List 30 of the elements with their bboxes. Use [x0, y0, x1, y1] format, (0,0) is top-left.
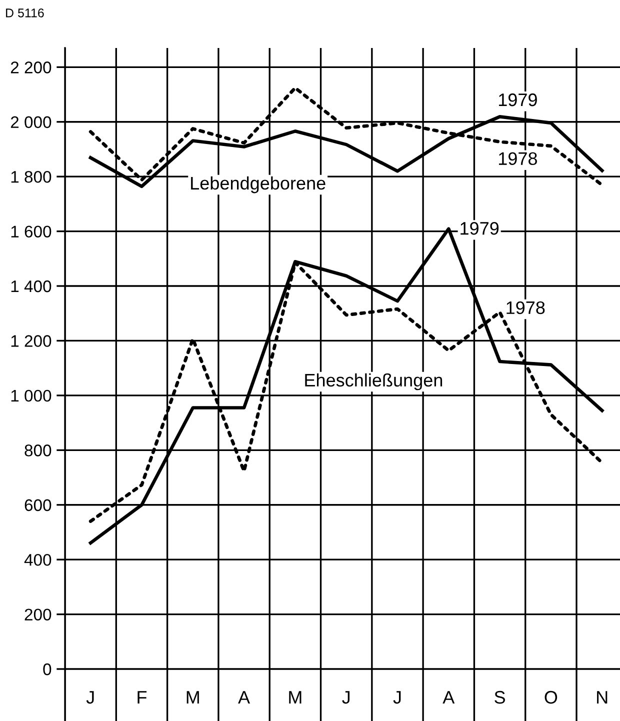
x-tick-label: M: [289, 691, 302, 704]
y-tick-label: 0: [43, 663, 52, 676]
y-tick-label: 1 400: [11, 280, 52, 292]
x-tick-label: A: [238, 691, 250, 704]
series-label: 1979: [460, 222, 499, 235]
x-tick-label: S: [494, 690, 505, 704]
y-tick-label: 2 200: [10, 62, 52, 74]
x-tick-label: J: [86, 691, 94, 704]
x-tick-label: F: [138, 691, 147, 704]
y-tick-label: 400: [24, 554, 52, 566]
x-tick-label: O: [544, 690, 558, 704]
annotation: Lebendgeborene: [191, 176, 326, 194]
text: D 5116: [6, 8, 44, 18]
series-label: 1978: [498, 152, 537, 166]
x-tick-label: J: [393, 691, 401, 704]
y-tick-label: 1 800: [11, 170, 52, 183]
y-tick-label: 800: [24, 444, 52, 456]
y-tick-label: 1 600: [11, 226, 52, 238]
x-tick-label: M: [186, 691, 199, 704]
y-tick-label: 1 000: [11, 390, 52, 402]
series-label: 1979: [498, 93, 537, 106]
y-tick-label: 600: [24, 499, 52, 512]
y-tick-label: 2 000: [10, 116, 52, 128]
series-label: 1978: [506, 301, 545, 314]
annotation: Eheschließungen: [305, 373, 442, 390]
x-tick-label: N: [597, 691, 608, 704]
y-tick-label: 1 200: [11, 335, 52, 347]
x-tick-label: J: [342, 691, 350, 704]
y-tick-label: 200: [24, 608, 52, 621]
x-tick-label: A: [442, 691, 455, 704]
